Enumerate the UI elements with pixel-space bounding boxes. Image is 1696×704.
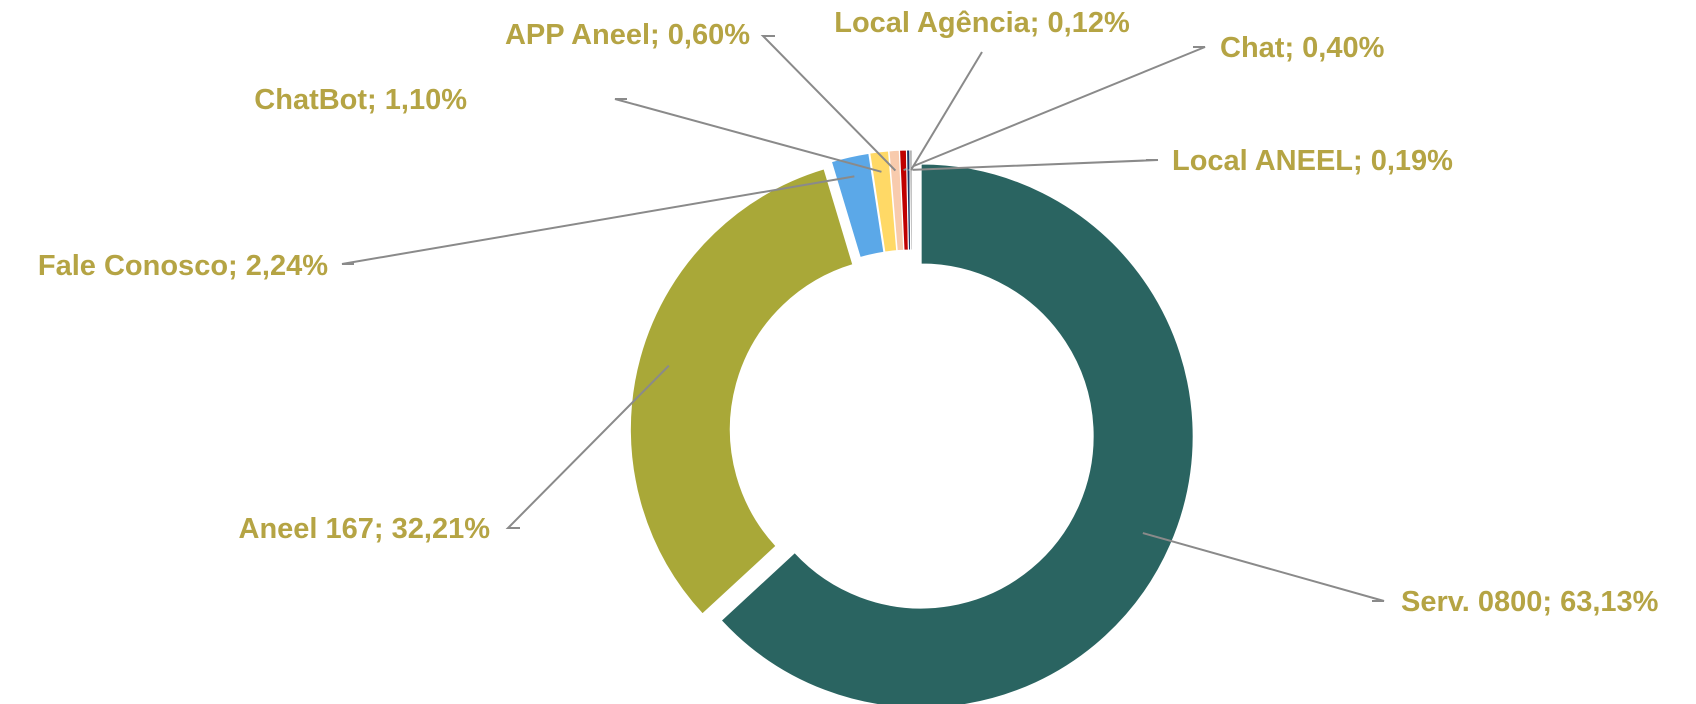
data-label: APP Aneel; 0,60% <box>505 19 750 51</box>
category-name: Local Agência <box>834 7 1030 39</box>
leader-line <box>903 46 1206 172</box>
data-label: Chat; 0,40% <box>1220 32 1385 64</box>
value-label: 0,12% <box>1048 7 1130 39</box>
value-label: 63,13% <box>1560 586 1659 618</box>
value-label: 0,19% <box>1371 145 1453 177</box>
data-label: Fale Conosco; 2,24% <box>38 250 328 282</box>
label-separator: ; <box>650 19 668 51</box>
donut-slice <box>720 163 1194 704</box>
donut-slice <box>629 168 854 615</box>
category-name: Fale Conosco <box>38 250 228 282</box>
value-label: 2,24% <box>246 250 328 282</box>
donut-slice <box>830 152 885 259</box>
donut-slice <box>869 150 898 253</box>
label-separator: ; <box>228 250 246 282</box>
category-name: Serv. 0800 <box>1401 586 1542 618</box>
donut-slice <box>909 149 913 251</box>
data-label: Local ANEEL; 0,19% <box>1172 145 1453 177</box>
leader-line <box>760 35 897 172</box>
label-separator: ; <box>367 84 385 116</box>
label-separator: ; <box>1030 7 1048 39</box>
value-label: 32,21% <box>392 513 491 545</box>
value-label: 1,10% <box>385 84 467 116</box>
value-label: 0,40% <box>1302 32 1384 64</box>
leader-line <box>908 159 1159 172</box>
category-name: ChatBot <box>254 84 367 116</box>
category-name: Chat <box>1220 32 1285 64</box>
data-label: ChatBot; 1,10% <box>254 84 467 116</box>
data-label: Local Agência; 0,12% <box>834 7 1130 39</box>
label-separator: ; <box>1353 145 1371 177</box>
label-separator: ; <box>1542 586 1560 618</box>
leader-line <box>910 51 983 171</box>
label-separator: ; <box>374 513 392 545</box>
leader-line <box>341 175 855 265</box>
label-separator: ; <box>1284 32 1302 64</box>
category-name: Aneel 167 <box>239 513 374 545</box>
data-label: Aneel 167; 32,21% <box>239 513 491 545</box>
value-label: 0,60% <box>668 19 750 51</box>
data-label: Serv. 0800; 63,13% <box>1401 586 1659 618</box>
leader-line <box>614 98 882 173</box>
category-name: Local ANEEL <box>1172 145 1353 177</box>
leader-line <box>505 364 670 529</box>
category-name: APP Aneel <box>505 19 650 51</box>
leader-line <box>1142 532 1385 602</box>
